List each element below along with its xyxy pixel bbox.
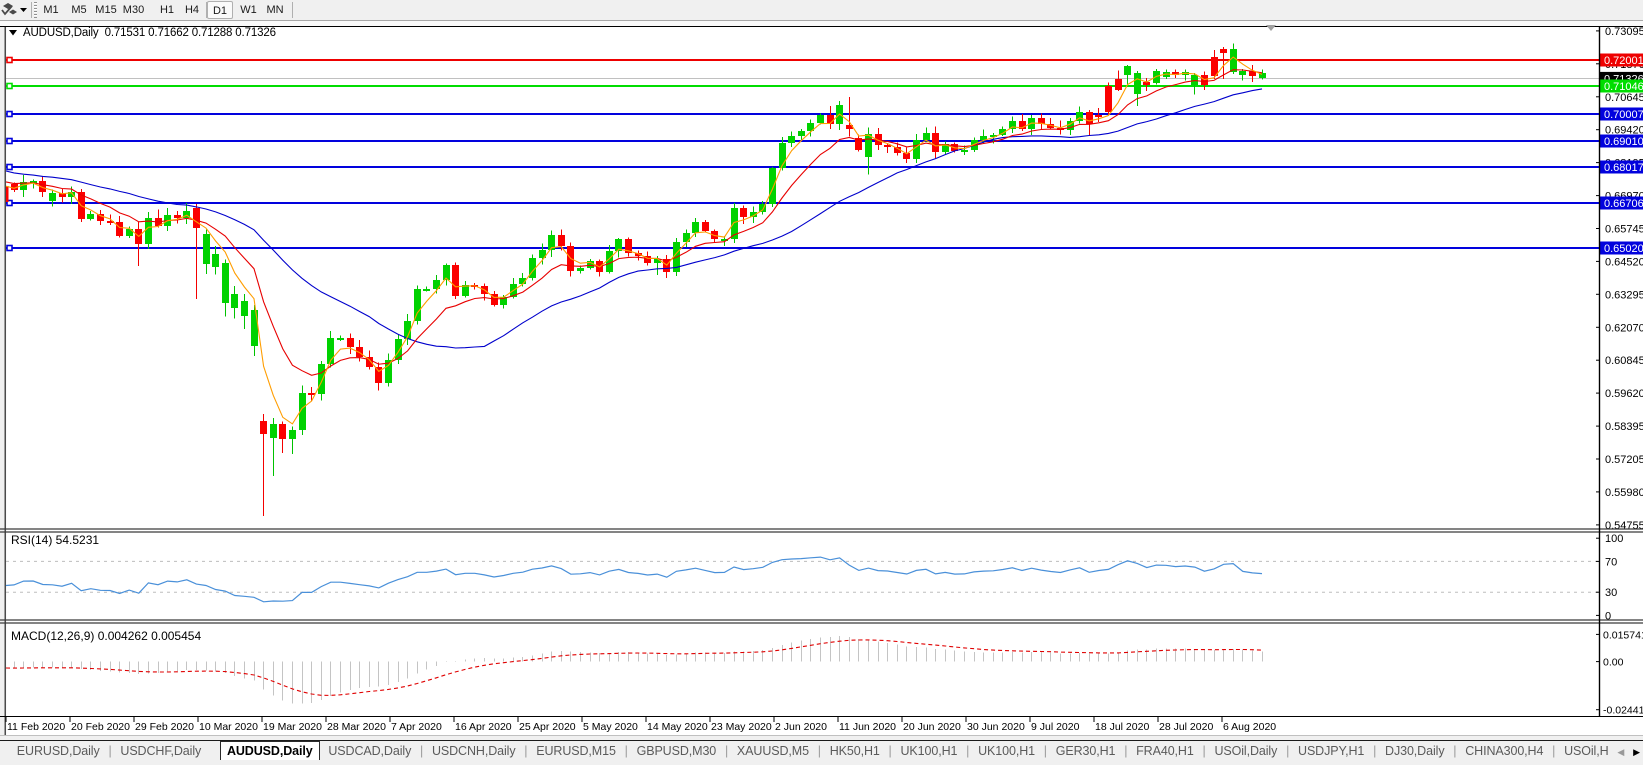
svg-text:0.65020: 0.65020 [1604,243,1643,255]
svg-text:25 Apr 2020: 25 Apr 2020 [519,721,576,733]
svg-text:0.70007: 0.70007 [1604,109,1643,121]
svg-text:14 May 2020: 14 May 2020 [647,721,708,733]
svg-text:18 Jul 2020: 18 Jul 2020 [1095,721,1149,733]
svg-text:0.54755: 0.54755 [1605,520,1643,532]
svg-text:2 Jun 2020: 2 Jun 2020 [775,721,827,733]
svg-text:RSI(14) 54.5231: RSI(14) 54.5231 [11,533,99,547]
svg-text:AUDUSD,Daily 0.71531 0.71662: AUDUSD,Daily 0.71531 0.71662 0.71288 0.7… [23,27,276,39]
svg-text:0.55980: 0.55980 [1605,487,1643,499]
svg-text:0.70645: 0.70645 [1605,92,1643,104]
svg-text:20 Jun 2020: 20 Jun 2020 [903,721,961,733]
svg-text:28 Mar 2020: 28 Mar 2020 [327,721,386,733]
svg-text:0.57205: 0.57205 [1605,454,1643,466]
svg-text:16 Apr 2020: 16 Apr 2020 [455,721,512,733]
svg-text:30 Jun 2020: 30 Jun 2020 [967,721,1025,733]
svg-text:0.58395: 0.58395 [1605,421,1643,433]
svg-text:70: 70 [1605,556,1617,568]
svg-text:0.66706: 0.66706 [1604,198,1643,210]
svg-text:23 May 2020: 23 May 2020 [711,721,772,733]
svg-text:0.59620: 0.59620 [1605,388,1643,400]
svg-text:0.015741: 0.015741 [1603,629,1643,641]
svg-text:0.00: 0.00 [1603,657,1624,669]
svg-text:11 Jun 2020: 11 Jun 2020 [839,721,896,733]
svg-text:MACD(12,26,9) 0.004262 0.00545: MACD(12,26,9) 0.004262 0.005454 [11,629,201,643]
svg-text:29 Feb 2020: 29 Feb 2020 [135,721,194,733]
svg-text:0.69420: 0.69420 [1605,125,1643,137]
svg-text:-0.024412: -0.024412 [1603,705,1643,717]
svg-text:0.64520: 0.64520 [1605,256,1643,268]
svg-text:28 Jul 2020: 28 Jul 2020 [1159,721,1213,733]
svg-text:19 Mar 2020: 19 Mar 2020 [263,721,322,733]
svg-text:0.68017: 0.68017 [1604,162,1643,174]
svg-text:0.65745: 0.65745 [1605,224,1643,236]
svg-text:30: 30 [1605,587,1617,599]
svg-text:6 Aug 2020: 6 Aug 2020 [1223,721,1276,733]
svg-text:7 Apr 2020: 7 Apr 2020 [391,721,442,733]
svg-text:0.73095: 0.73095 [1605,26,1643,38]
svg-text:0.72001: 0.72001 [1604,55,1643,67]
svg-text:0.69010: 0.69010 [1604,136,1643,148]
svg-text:0.60845: 0.60845 [1605,355,1643,367]
svg-text:100: 100 [1605,533,1623,545]
svg-text:0: 0 [1605,610,1611,622]
svg-text:11 Feb 2020: 11 Feb 2020 [7,721,65,733]
svg-text:10 Mar 2020: 10 Mar 2020 [199,721,258,733]
svg-text:20 Feb 2020: 20 Feb 2020 [71,721,130,733]
svg-text:0.71046: 0.71046 [1604,81,1643,93]
svg-text:0.63295: 0.63295 [1605,289,1643,301]
svg-text:9 Jul 2020: 9 Jul 2020 [1031,721,1080,733]
svg-text:0.62070: 0.62070 [1605,322,1643,334]
svg-text:5 May 2020: 5 May 2020 [583,721,638,733]
